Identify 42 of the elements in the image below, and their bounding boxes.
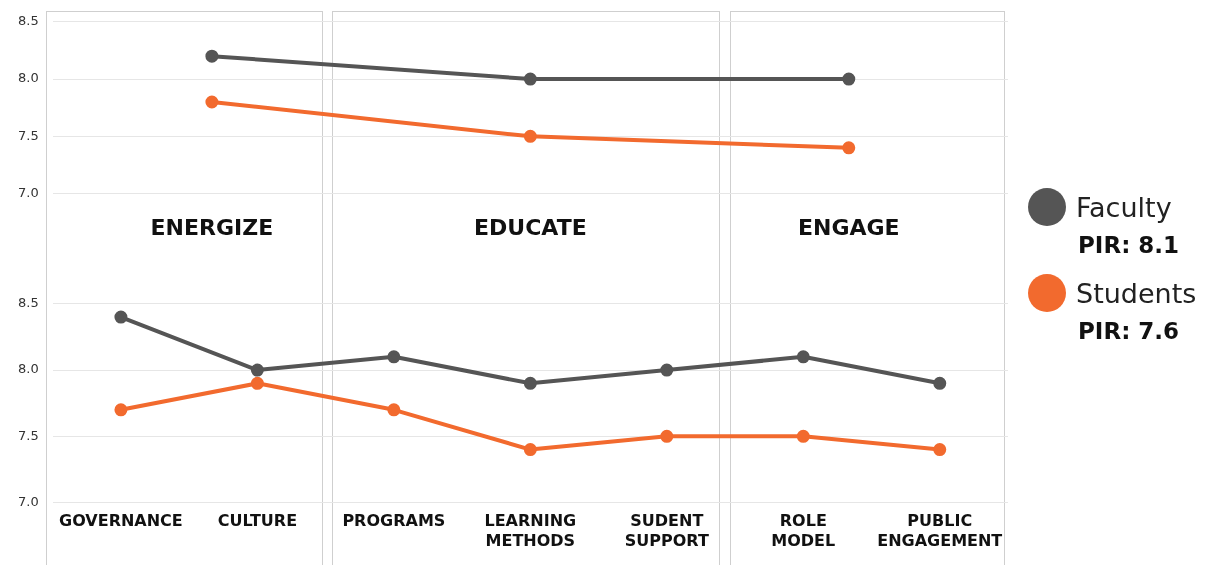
- y-tick-label: 8.0: [17, 70, 39, 86]
- x-tick-label: EDUCATE: [474, 214, 587, 240]
- x-tick-label: PROGRAMS: [342, 511, 446, 531]
- y-tick-label: 8.0: [17, 361, 39, 377]
- point: [387, 403, 401, 417]
- x-tick-label: ENGAGE: [797, 214, 900, 240]
- point: [205, 49, 219, 63]
- point: [250, 376, 264, 390]
- x-tick-label: CULTURE: [217, 511, 298, 531]
- point: [660, 363, 674, 377]
- legend-label: Faculty: [1076, 191, 1172, 223]
- y-tick-label: 8.5: [17, 13, 39, 29]
- point: [842, 72, 856, 86]
- point: [842, 141, 856, 155]
- y-tick-label: 7.5: [17, 427, 39, 443]
- point: [523, 376, 537, 390]
- point: [933, 376, 947, 390]
- point: [114, 403, 128, 417]
- point: [114, 310, 128, 324]
- point: [660, 429, 674, 443]
- point: [933, 443, 947, 457]
- point: [523, 72, 537, 86]
- x-tick-label: LEARNING METHODS: [484, 511, 577, 550]
- x-tick-label: GOVERNANCE: [59, 511, 183, 531]
- x-tick-label: PUBLIC ENGAGEMENT: [877, 511, 1003, 550]
- x-tick-label: SUDENT SUPPORT: [624, 511, 709, 550]
- point: [523, 443, 537, 457]
- point: [387, 350, 401, 364]
- point: [205, 95, 219, 109]
- text: PIR: 8.1: [1078, 232, 1181, 258]
- y-tick-label: 8.5: [17, 295, 39, 311]
- legend-label: Students: [1076, 277, 1197, 309]
- point: [796, 350, 810, 364]
- y-tick-label: 7.0: [17, 184, 39, 200]
- point: [796, 429, 810, 443]
- point: [250, 363, 264, 377]
- x-tick-label: ENERGIZE: [150, 214, 274, 240]
- x-tick-label: ROLE MODEL: [771, 511, 836, 550]
- text: PIR: 7.6: [1078, 318, 1181, 344]
- y-tick-label: 7.0: [17, 493, 39, 509]
- y-tick-label: 7.5: [17, 127, 39, 143]
- point: [523, 129, 537, 143]
